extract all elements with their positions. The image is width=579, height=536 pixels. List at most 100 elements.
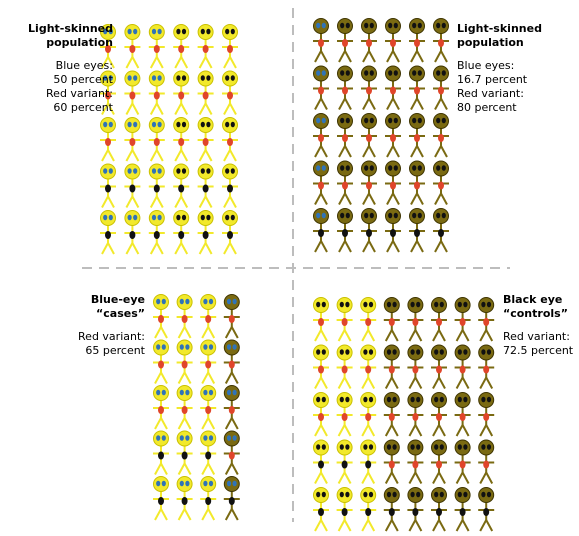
top-left-person-1-4: [197, 70, 214, 115]
top-right-person-3-2: [361, 160, 377, 205]
bottom-right-person-4-7: [478, 487, 495, 532]
bottom-left-stat-1: Red variant:: [78, 330, 145, 343]
bottom-right-person-4-0: [313, 487, 329, 532]
bottom-right-person-3-5: [431, 439, 447, 484]
top-left-person-1-1: [124, 70, 141, 115]
top-left-person-3-2: [148, 163, 165, 208]
top-right-stat-2: 16.7 percent: [457, 73, 528, 86]
top-right-person-1-4: [409, 65, 425, 110]
bottom-right-person-2-6: [454, 392, 471, 437]
bottom-right-person-1-1: [336, 344, 353, 389]
top-right-person-1-2: [361, 65, 377, 110]
bottom-left-person-4-1: [176, 476, 193, 521]
top-left-stat-3: Red variant:: [46, 87, 113, 100]
bottom-left-person-3-2: [200, 430, 217, 475]
bottom-right-stat-2: 72.5 percent: [503, 344, 574, 357]
top-left-label: Light-skinned population Blue eyes: 50 p…: [28, 22, 113, 115]
bottom-right-person-1-4: [407, 344, 424, 389]
bottom-right-person-2-1: [336, 392, 353, 437]
top-right-person-4-1: [337, 208, 353, 253]
top-left-person-1-0: [100, 70, 116, 115]
top-left-person-3-1: [124, 163, 141, 208]
top-left-stat-2: 50 percent: [53, 73, 113, 86]
bottom-left-person-4-2: [200, 476, 217, 521]
bottom-right-person-0-2: [360, 297, 377, 342]
bottom-left-title-2: “cases”: [96, 307, 145, 320]
bottom-left-person-0-2: [200, 294, 217, 339]
top-left-person-0-1: [124, 24, 141, 69]
bottom-right-person-4-6: [454, 487, 471, 532]
top-right-person-0-3: [385, 18, 401, 63]
bottom-right-person-3-2: [360, 439, 377, 484]
bottom-right-person-1-6: [454, 344, 471, 389]
top-right-person-1-0: [313, 65, 329, 110]
top-right-person-4-3: [385, 208, 401, 253]
top-left-person-2-2: [148, 117, 165, 162]
top-left-person-1-5: [222, 70, 238, 115]
top-left-person-0-3: [173, 24, 190, 69]
bottom-right-label: Black eye “controls” Red variant: 72.5 p…: [503, 293, 573, 358]
top-left-person-4-4: [197, 210, 214, 255]
bottom-left-person-2-1: [176, 385, 193, 430]
top-left-person-4-5: [222, 210, 238, 255]
bottom-right-person-1-0: [313, 344, 329, 389]
top-right-person-0-5: [433, 18, 449, 63]
bottom-left-person-4-3: [223, 476, 240, 521]
top-right-person-3-1: [337, 160, 353, 205]
top-left-person-1-3: [173, 70, 190, 115]
bottom-right-title-2: “controls”: [503, 307, 568, 320]
bottom-right-person-4-4: [407, 487, 424, 532]
bottom-right-person-3-7: [478, 439, 495, 484]
bottom-left-stat-2: 65 percent: [85, 344, 145, 357]
top-left-person-0-2: [148, 24, 165, 69]
top-right-stat-1: Blue eyes:: [457, 59, 515, 72]
top-right-stat-3: Red variant:: [457, 87, 524, 100]
top-right-person-2-5: [433, 113, 449, 158]
top-left-stat-4: 60 percent: [53, 101, 113, 114]
bottom-right-person-2-2: [360, 392, 377, 437]
bottom-right-person-1-5: [431, 344, 447, 389]
top-left-person-3-5: [222, 163, 238, 208]
bottom-right-person-2-5: [431, 392, 447, 437]
bottom-left-person-2-3: [223, 385, 240, 430]
population-figures: [100, 18, 495, 532]
top-right-person-3-5: [433, 160, 449, 205]
bottom-right-person-4-2: [360, 487, 377, 532]
top-left-person-2-1: [124, 117, 141, 162]
bottom-right-person-4-3: [383, 487, 400, 532]
bottom-right-person-3-6: [454, 439, 471, 484]
bottom-right-person-1-2: [360, 344, 377, 389]
top-right-person-1-5: [433, 65, 449, 110]
top-right-person-0-4: [409, 18, 425, 63]
top-left-person-0-5: [222, 24, 238, 69]
bottom-right-person-2-0: [313, 392, 329, 437]
bottom-left-person-1-1: [176, 339, 193, 384]
bottom-right-person-3-3: [383, 439, 400, 484]
top-right-person-2-4: [409, 113, 425, 158]
top-left-person-2-4: [197, 117, 214, 162]
top-left-person-0-4: [197, 24, 214, 69]
bottom-left-label: Blue-eye “cases” Red variant: 65 percent: [78, 293, 145, 358]
top-left-person-4-1: [124, 210, 141, 255]
bottom-left-person-0-1: [176, 294, 193, 339]
top-right-person-3-3: [385, 160, 401, 205]
top-right-person-3-4: [409, 160, 425, 205]
top-left-person-2-5: [222, 117, 238, 162]
bottom-right-person-0-4: [407, 297, 424, 342]
bottom-right-title-1: Black eye: [503, 293, 563, 306]
top-right-person-0-2: [361, 18, 377, 63]
bottom-right-person-4-1: [336, 487, 353, 532]
bottom-left-title-1: Blue-eye: [90, 293, 145, 306]
top-right-stat-4: 80 percent: [457, 101, 517, 114]
top-right-person-2-0: [313, 113, 329, 158]
top-right-person-0-1: [337, 18, 353, 63]
top-right-person-0-0: [313, 18, 329, 63]
top-left-person-1-2: [148, 70, 165, 115]
bottom-right-person-4-5: [431, 487, 447, 532]
top-right-person-4-2: [361, 208, 377, 253]
top-right-title-2: population: [457, 36, 524, 49]
top-right-person-3-0: [313, 160, 329, 205]
top-left-title-2: population: [46, 36, 113, 49]
bottom-left-person-3-0: [153, 430, 169, 475]
top-left-person-3-3: [173, 163, 190, 208]
